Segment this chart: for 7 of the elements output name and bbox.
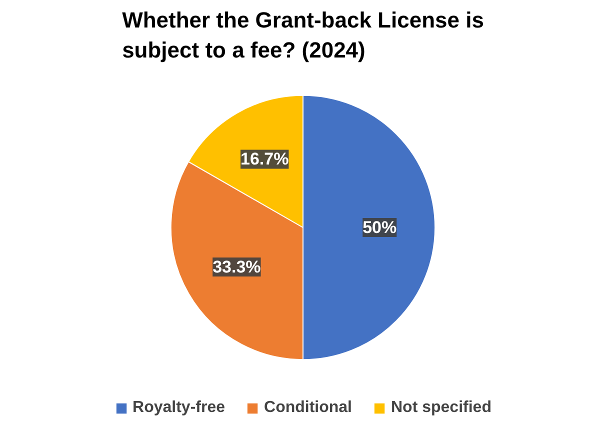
legend-label: Not specified [391,399,492,417]
data-label: 16.7% [240,150,289,169]
legend-label: Royalty-free [132,399,226,417]
legend-label: Conditional [264,399,352,417]
data-label: 33.3% [212,258,261,277]
chart-title: Whether the Grant-back License is subject to a fee? (2024) [122,8,484,62]
data-label: 50% [362,218,397,237]
